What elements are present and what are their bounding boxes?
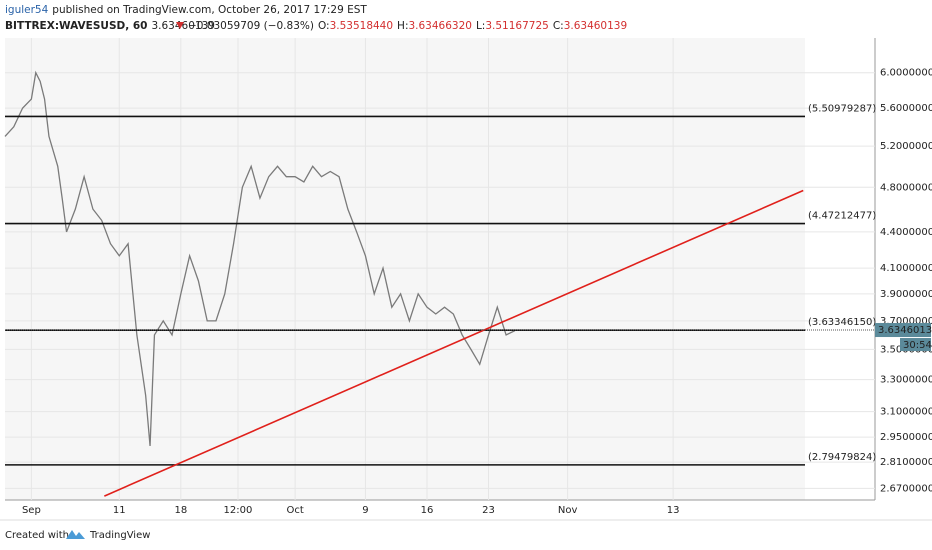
- down-arrow: [176, 22, 184, 29]
- y-tick-label: 6.00000000: [880, 68, 932, 79]
- y-tick-label: 3.10000000: [880, 407, 932, 418]
- close: 3.63460139: [564, 20, 627, 32]
- footer-created: Created with: [5, 530, 69, 541]
- y-tick-label: 3.90000000: [880, 289, 932, 300]
- y-tick-label: 2.67000000: [880, 483, 932, 494]
- y-tick-label: 4.80000000: [880, 182, 932, 193]
- y-tick-label: 5.20000000: [880, 141, 932, 152]
- low-label: L:: [476, 20, 485, 32]
- x-tick-label: 11: [113, 505, 126, 516]
- change: −0.03059709 (−0.83%): [188, 20, 314, 32]
- countdown-label: 30:54: [903, 340, 932, 351]
- symbol-line: BITTREX:WAVESUSD, 60 3.63460139: [5, 20, 215, 32]
- countdown-tag: [900, 338, 931, 352]
- published: published on TradingView.com, October 26…: [52, 4, 367, 16]
- open: 3.53518440: [330, 20, 393, 32]
- low: 3.51167725: [485, 20, 548, 32]
- tradingview-logo: [66, 530, 85, 539]
- symbol: BITTREX:WAVESUSD, 60: [5, 20, 147, 32]
- level-label: (5.50979287): [808, 103, 876, 114]
- level-label: (2.79479824): [808, 452, 876, 463]
- author[interactable]: iguler54: [5, 4, 49, 16]
- x-tick-label: 13: [667, 505, 680, 516]
- y-tick-label: 4.40000000: [880, 227, 932, 238]
- trend-line: [104, 189, 804, 497]
- x-tick-label: Sep: [22, 505, 41, 516]
- y-tick-label: 5.60000000: [880, 103, 932, 114]
- y-tick-label: 2.81000000: [880, 457, 932, 468]
- high: 3.63466320: [408, 20, 471, 32]
- x-tick-label: 16: [421, 505, 434, 516]
- close-label: C:: [553, 20, 564, 32]
- x-tick-label: 18: [174, 505, 187, 516]
- y-tick-label: 4.10000000: [880, 263, 932, 274]
- x-tick-label: Nov: [558, 505, 578, 516]
- x-tick-label: 9: [362, 505, 368, 516]
- level-label: (4.47212477): [808, 211, 876, 222]
- y-tick-label: 3.70000000: [880, 316, 932, 327]
- high-label: H:: [397, 20, 408, 32]
- footer-brand[interactable]: TradingView: [89, 530, 150, 541]
- last-price: 3.63460139: [151, 20, 214, 32]
- y-tick-label: 2.95000000: [880, 432, 932, 443]
- x-tick-label: 12:00: [224, 505, 253, 516]
- open-label: O:: [318, 20, 330, 32]
- x-tick-label: 23: [482, 505, 495, 516]
- ohlc-line: −0.03059709 (−0.83%) O:3.53518440 H:3.6346…: [188, 20, 627, 32]
- level-label: (3.63346150): [808, 317, 876, 328]
- header-line: iguler54 published on TradingView.com, Oc…: [5, 4, 367, 16]
- plot-background: [5, 38, 805, 500]
- x-tick-label: Oct: [286, 505, 303, 516]
- current-price-tag: [875, 323, 931, 338]
- current-price-label: 3.63460139: [878, 325, 932, 336]
- y-tick-label: 3.30000000: [880, 375, 932, 386]
